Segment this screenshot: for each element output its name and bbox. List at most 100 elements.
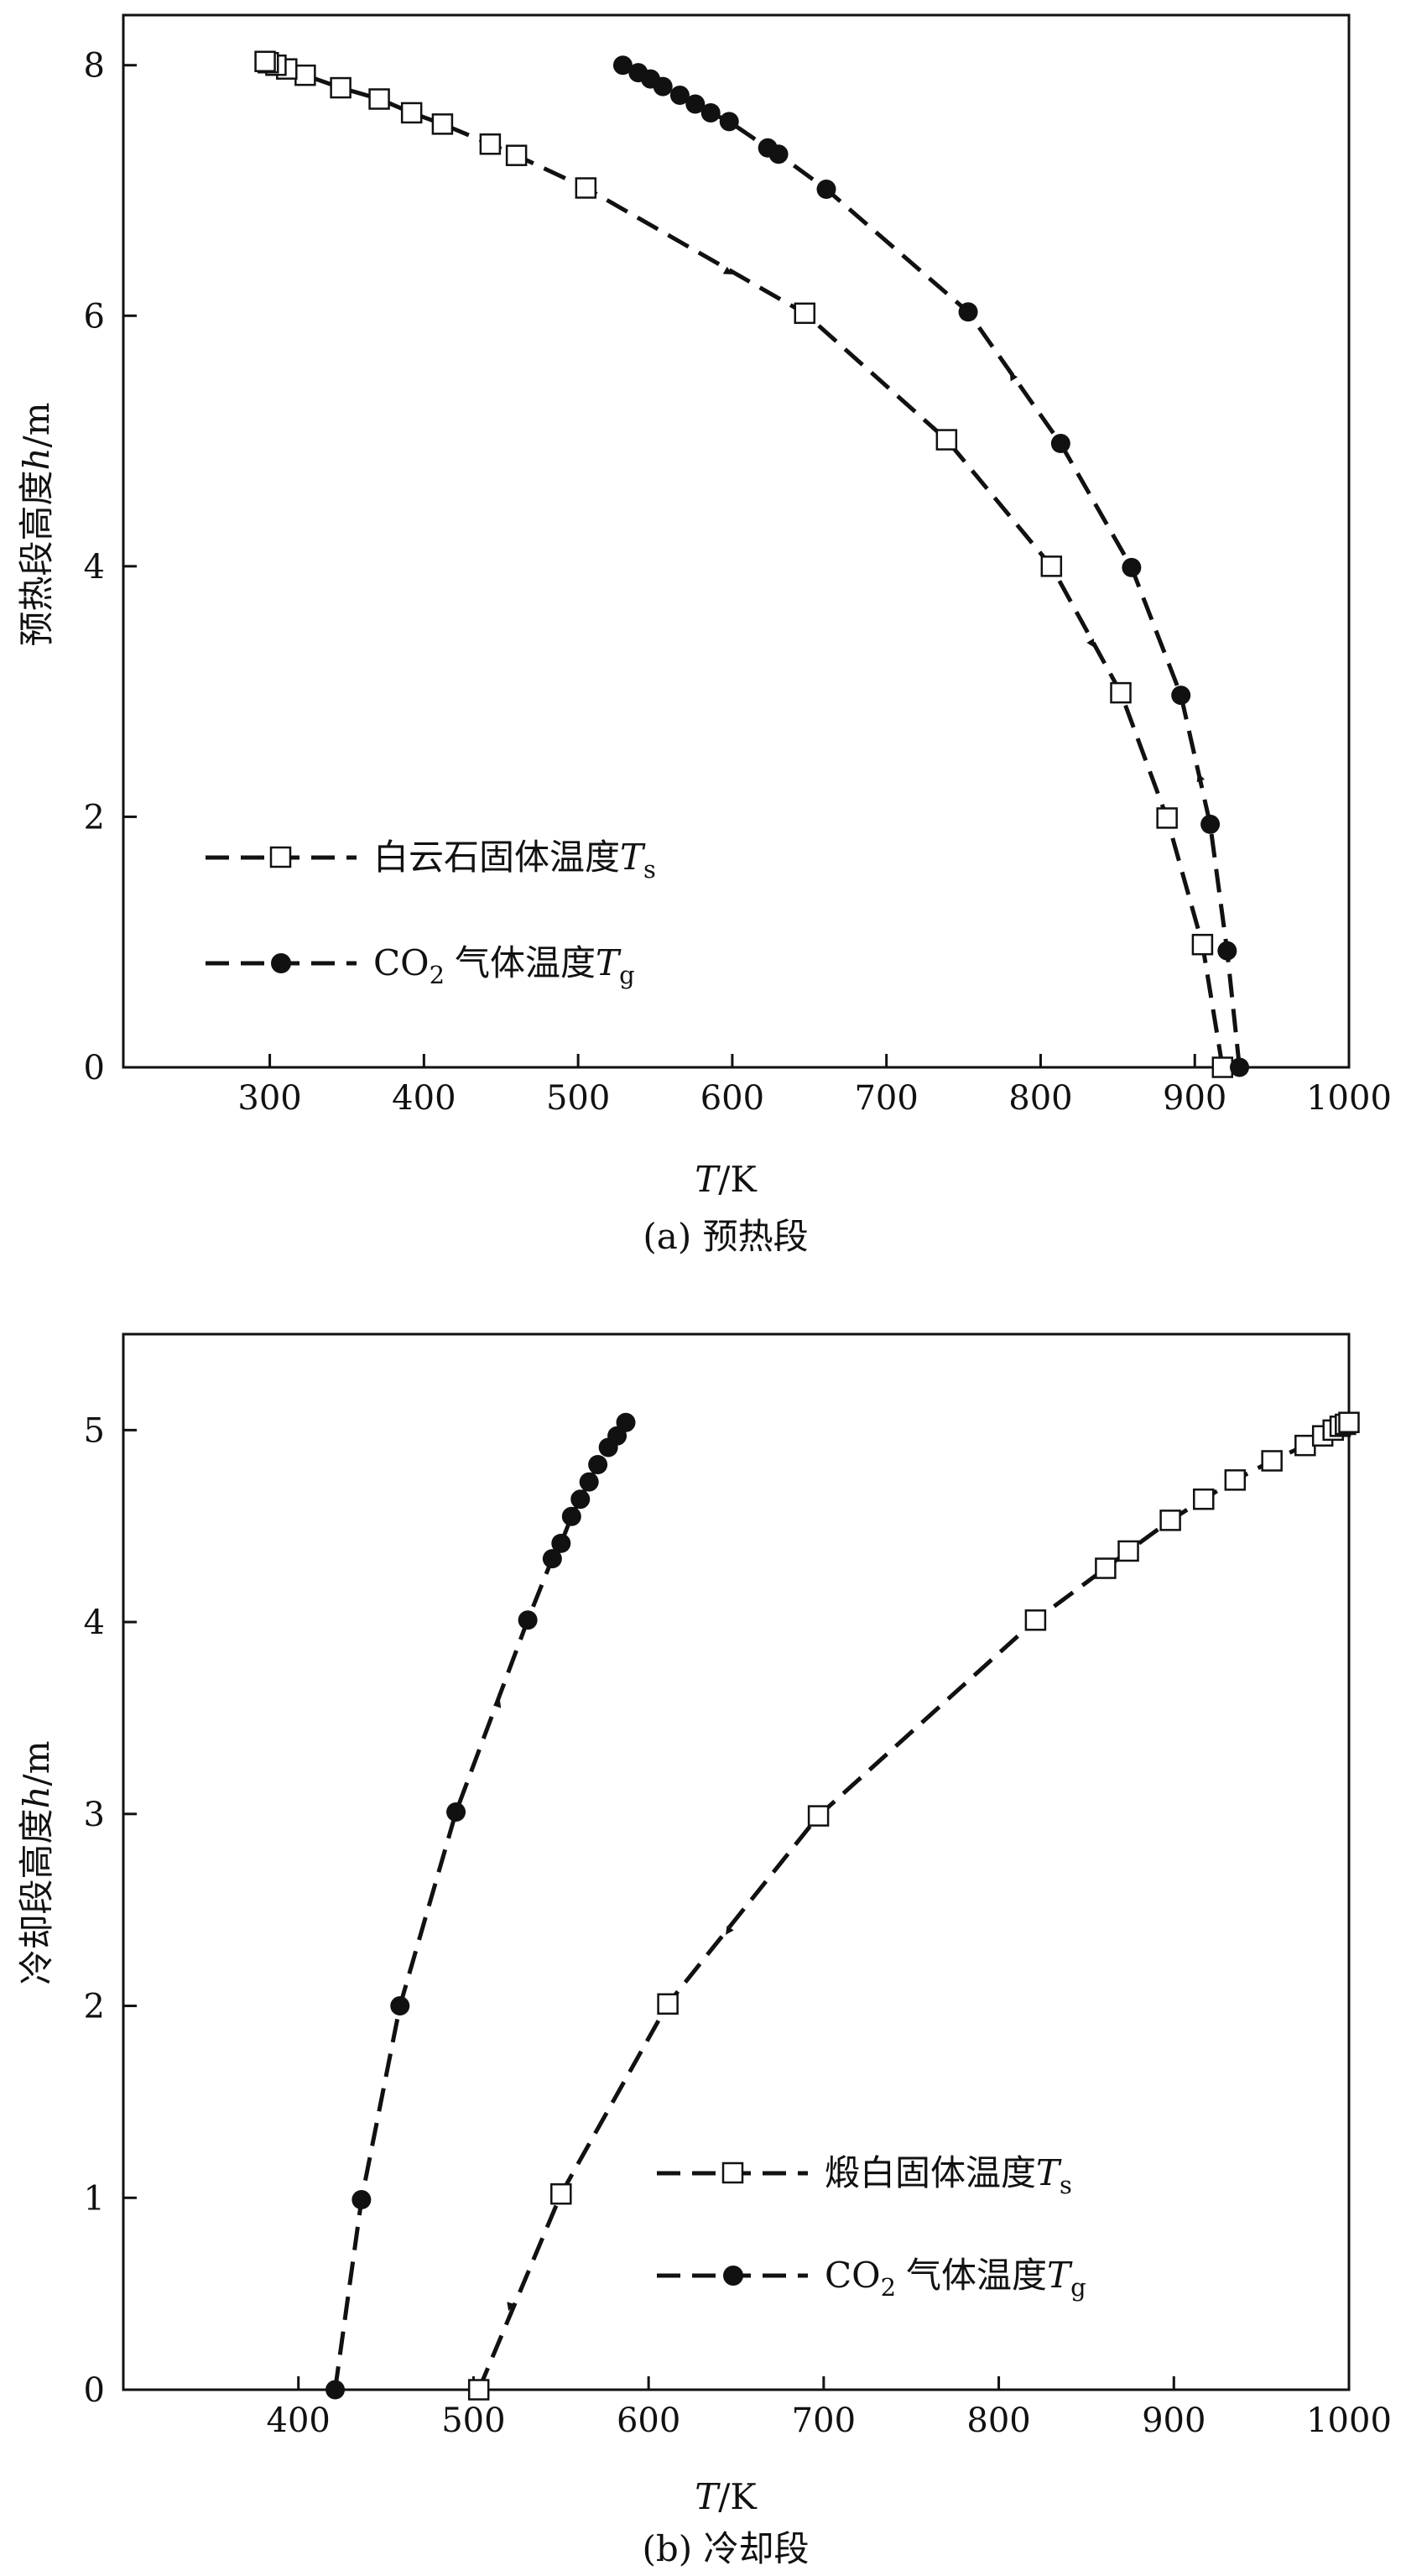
data-point — [628, 63, 648, 83]
y-tick-label: 2 — [84, 1988, 105, 2026]
x-tick-label: 800 — [966, 2401, 1030, 2440]
data-point — [700, 102, 721, 123]
legend-marker-circle — [723, 2266, 743, 2286]
data-point — [294, 64, 316, 86]
x-tick-label: 700 — [792, 2401, 856, 2440]
data-point — [1122, 557, 1142, 577]
y-tick-label: 0 — [84, 1049, 105, 1087]
data-point — [542, 1549, 562, 1569]
legend: 白云石固体温度Ts CO2 气体温度Tg — [206, 837, 656, 989]
data-point — [352, 2190, 372, 2210]
series-line — [622, 63, 1242, 1068]
data-point — [1156, 807, 1178, 829]
x-axis-label: T/K — [695, 1159, 758, 1200]
panel-caption: (a) 预热段 — [643, 1216, 808, 1257]
data-point — [561, 1506, 581, 1526]
data-point — [685, 94, 706, 114]
series-line — [264, 59, 1225, 1068]
legend-label-gas: CO2 气体温度Tg — [373, 942, 635, 989]
panel-caption: (b) 冷却段 — [642, 2528, 809, 2569]
data-point — [570, 1489, 591, 1510]
data-point — [390, 1996, 410, 2016]
data-point — [579, 1472, 599, 1492]
data-point — [958, 302, 978, 322]
data-point — [588, 1455, 608, 1475]
plot-frame — [122, 1332, 1351, 2391]
x-tick-label: 300 — [237, 1079, 301, 1118]
plot-frame — [122, 13, 1351, 1069]
data-point — [330, 76, 352, 99]
data-point — [657, 1993, 679, 2015]
data-point — [719, 112, 739, 132]
panel-cooling: 400 500 600 700 800 900 1000 0 1 2 3 4 5 T/K 冷却段高度h/… — [16, 1332, 1392, 2569]
data-point — [1224, 1469, 1247, 1491]
legend-label-solid: 白云石固体温度Ts — [373, 837, 656, 884]
x-tick-label: 400 — [392, 1079, 456, 1118]
data-point — [550, 2182, 572, 2205]
x-tick-label: 900 — [1142, 2401, 1206, 2440]
legend-marker-circle — [271, 953, 291, 973]
data-point — [758, 138, 778, 158]
data-point — [467, 2379, 490, 2401]
data-point — [575, 177, 597, 199]
legend: 煅白固体温度Ts CO2 气体温度Tg — [657, 2152, 1086, 2302]
plot-area: 400 500 600 700 800 900 1000 0 1 2 3 4 5 — [84, 1332, 1392, 2440]
series-gas — [612, 55, 1250, 1077]
data-point — [807, 1805, 830, 1827]
data-point — [1110, 681, 1132, 704]
y-tick-label: 4 — [84, 1603, 105, 1642]
series-solid — [467, 1411, 1360, 2401]
y-tick-label: 4 — [84, 548, 105, 587]
y-tick-label: 8 — [84, 47, 105, 86]
x-tick-label: 500 — [441, 2401, 505, 2440]
x-tick-label: 600 — [617, 2401, 680, 2440]
data-point — [1230, 1057, 1250, 1077]
series-line — [333, 1421, 628, 2391]
data-point — [1294, 1434, 1316, 1457]
data-point — [1191, 933, 1214, 956]
data-point — [518, 1610, 538, 1630]
legend-label-gas: CO2 气体温度Tg — [825, 2255, 1086, 2302]
legend-entry-solid: 煅白固体温度Ts — [657, 2152, 1072, 2199]
data-point — [551, 1533, 571, 1553]
y-tick-label: 5 — [84, 1411, 105, 1450]
panel-preheat: 300 400 500 600 700 800 900 1000 0 2 4 6 8 T/K 预热段高度… — [16, 13, 1392, 1257]
data-point — [616, 1412, 636, 1432]
data-point — [1050, 434, 1070, 454]
data-point — [1159, 1510, 1181, 1531]
data-point — [1171, 686, 1191, 706]
x-tick-label: 1000 — [1306, 2401, 1392, 2440]
legend-label-solid: 煅白固体温度Ts — [825, 2152, 1072, 2199]
x-tick-label: 1000 — [1306, 1079, 1392, 1118]
data-point — [935, 429, 958, 451]
data-point — [816, 180, 836, 200]
y-tick-label: 6 — [84, 297, 105, 336]
data-point — [400, 102, 423, 124]
x-tick-label: 500 — [546, 1079, 610, 1118]
legend-entry-gas: CO2 气体温度Tg — [657, 2255, 1086, 2302]
x-tick-label: 700 — [854, 1079, 918, 1118]
data-point — [1217, 941, 1237, 961]
data-point — [1040, 555, 1063, 577]
data-point — [368, 88, 390, 110]
data-point — [325, 2380, 346, 2400]
data-point — [446, 1802, 466, 1822]
data-point — [1024, 1609, 1047, 1631]
legend-marker-square — [269, 846, 292, 868]
data-point — [431, 113, 454, 135]
data-point — [505, 144, 528, 166]
data-point — [254, 50, 276, 72]
y-axis-label: 预热段高度h/m — [16, 402, 57, 646]
legend-marker-square — [721, 2161, 744, 2184]
legend-entry-solid: 白云石固体温度Ts — [206, 837, 656, 884]
x-tick-label: 900 — [1163, 1079, 1226, 1118]
x-axis-label: T/K — [695, 2476, 758, 2517]
x-tick-label: 600 — [700, 1079, 764, 1118]
data-point — [1117, 1540, 1139, 1562]
data-point — [1200, 814, 1221, 834]
x-tick-label: 800 — [1008, 1079, 1072, 1118]
series-line — [476, 1421, 1351, 2391]
data-point — [794, 302, 816, 325]
data-point — [612, 55, 633, 76]
